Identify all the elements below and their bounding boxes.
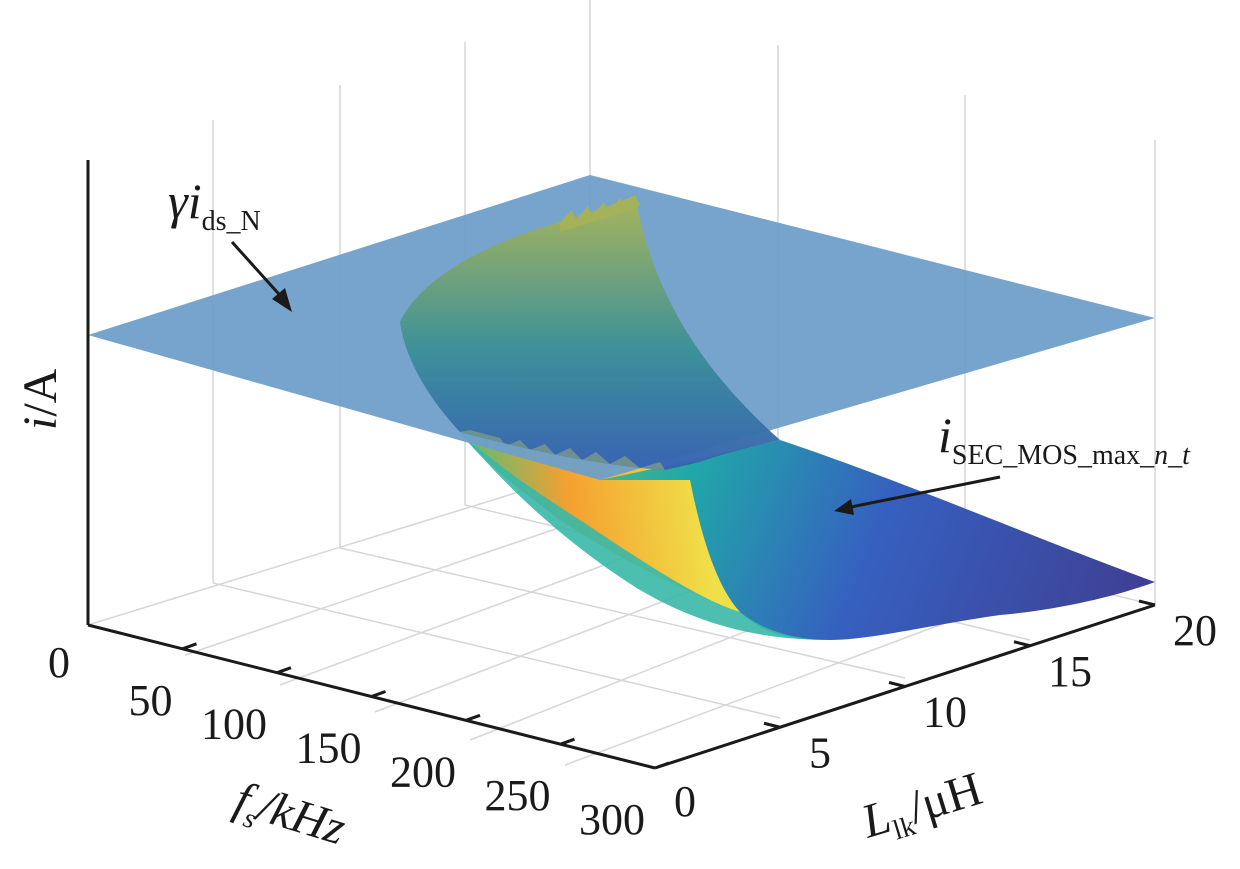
- x-tick: [559, 737, 576, 746]
- x-axis-title: fs/kHz: [227, 772, 352, 861]
- y-axis-unit: /μH: [902, 762, 988, 834]
- y-tick-label: 15: [1048, 647, 1092, 696]
- plane-label: γids_N: [168, 173, 261, 237]
- y-tick-label: 5: [809, 728, 831, 777]
- plane-label-sub: ds_N: [202, 206, 261, 237]
- y-tick: [1138, 599, 1156, 607]
- x-tick: [654, 761, 670, 770]
- plane-arrow-head: [272, 288, 292, 312]
- surface-label-main: i: [938, 407, 952, 463]
- grid-line: [87, 469, 591, 626]
- grid-line: [212, 582, 781, 719]
- surface-label-t: t: [1182, 440, 1191, 471]
- x-tick-label: 150: [296, 724, 362, 773]
- z-axis-title: i/A: [14, 368, 67, 430]
- x-tick-label: 100: [201, 700, 267, 749]
- x-tick-label: 50: [129, 676, 173, 725]
- x-tick-label: 200: [390, 747, 456, 796]
- surface-label: iSEC_MOS_max_n_t: [938, 407, 1191, 471]
- surface-arrow: [845, 475, 1001, 510]
- x-tick-marks: [181, 642, 670, 770]
- y-tick: [763, 721, 781, 729]
- x-tick-label: 250: [485, 771, 551, 820]
- plane-arrow: [230, 240, 288, 304]
- x-tick-label: 0: [48, 638, 70, 687]
- y-tick-label: 20: [1173, 606, 1217, 655]
- surface-label-sub: SEC_MOS_max_: [952, 440, 1155, 471]
- y-tick: [1013, 640, 1031, 648]
- x-tick: [465, 713, 481, 722]
- z-axis-unit: /A: [14, 368, 67, 416]
- y-tick-label: 10: [923, 688, 967, 737]
- x-axis-unit: /kHz: [249, 778, 352, 855]
- y-tick-label: 0: [674, 777, 696, 826]
- y-tick: [888, 681, 906, 688]
- plane-label-main: γi: [168, 173, 202, 229]
- surface-label-n: n: [1154, 440, 1168, 471]
- grid-line: [339, 547, 906, 679]
- surface-upper: [400, 195, 780, 470]
- y-axis-title: Llk/μH: [855, 762, 990, 854]
- surface-arrow-head: [834, 499, 854, 515]
- y-tick-labels: 0 5 10 15 20: [674, 606, 1217, 826]
- surface-crest-lower: [460, 430, 665, 470]
- surface-label-sep: _: [1167, 440, 1183, 471]
- x-tick-labels: 0 50 100 150 200 250 300: [48, 638, 645, 844]
- surface-crest: [560, 195, 640, 232]
- surface-lower: [600, 440, 1155, 640]
- y-tick-marks: [763, 599, 1156, 729]
- x-tick: [181, 642, 198, 651]
- z-axis-symbol: i: [14, 417, 67, 430]
- x-tick: [370, 690, 387, 698]
- x-tick-label: 300: [579, 795, 645, 844]
- x-tick: [276, 666, 292, 675]
